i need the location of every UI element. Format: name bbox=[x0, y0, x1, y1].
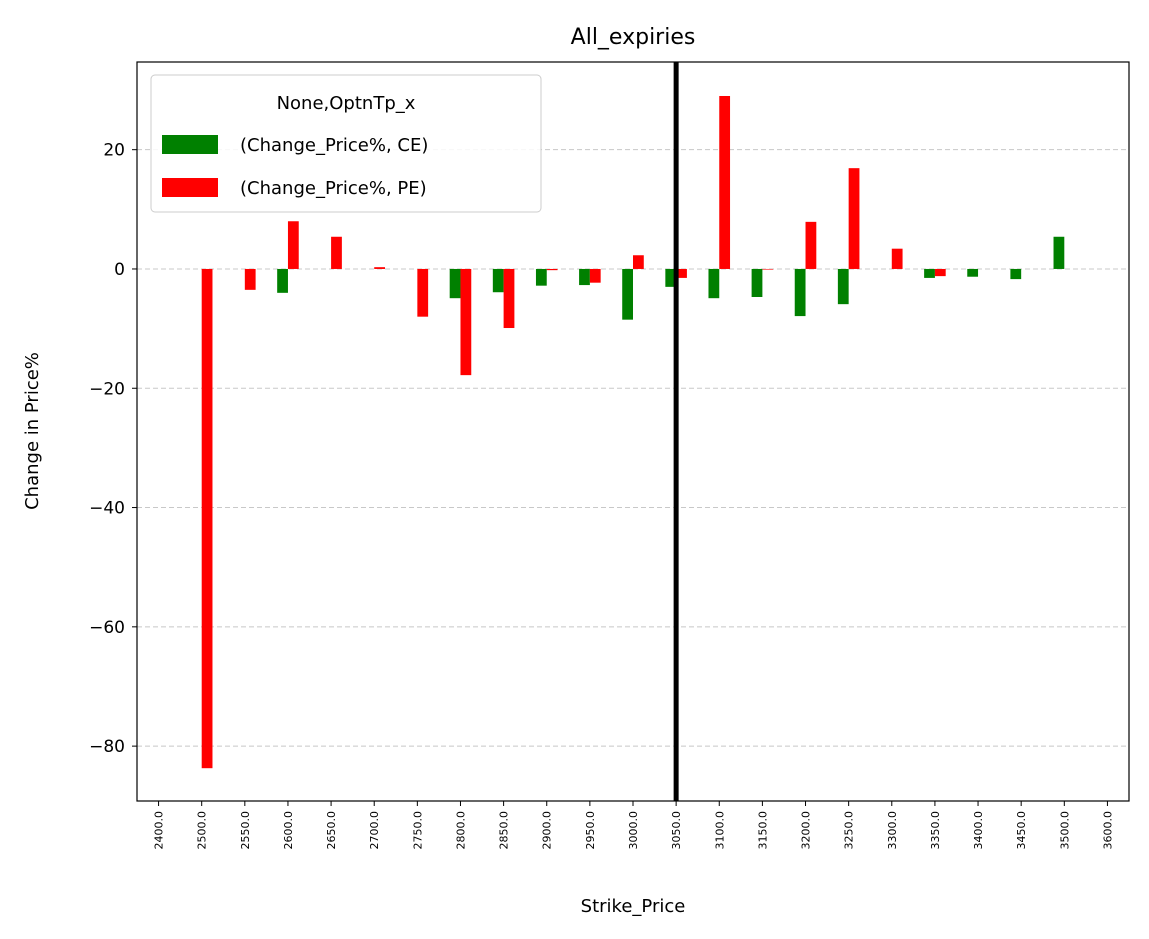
bar bbox=[579, 268, 590, 286]
bar bbox=[708, 268, 720, 299]
plot-frame bbox=[136, 61, 1130, 802]
y-tick-label: 0 bbox=[114, 260, 125, 280]
bar bbox=[924, 268, 935, 278]
x-tick-label: 2600.0 bbox=[282, 811, 295, 850]
bar bbox=[934, 268, 946, 277]
x-tick-label: 2850.0 bbox=[498, 811, 511, 850]
x-tick-label: 3000.0 bbox=[627, 811, 640, 850]
bar bbox=[794, 268, 806, 317]
bar bbox=[1053, 236, 1065, 269]
bar bbox=[374, 267, 385, 269]
x-tick-label: 2400.0 bbox=[153, 811, 166, 850]
legend-box bbox=[150, 74, 542, 213]
x-tick-label: 3150.0 bbox=[756, 811, 769, 850]
x-tick-label: 2950.0 bbox=[584, 811, 597, 850]
bar bbox=[201, 268, 213, 769]
x-tick-label: 3500.0 bbox=[1058, 811, 1071, 850]
x-axis-label: Strike_Price bbox=[581, 896, 686, 917]
bar bbox=[331, 236, 342, 269]
x-tick-label: 2650.0 bbox=[325, 811, 338, 850]
bar bbox=[633, 255, 644, 269]
x-tick-label: 3600.0 bbox=[1101, 811, 1114, 850]
x-tick-label: 2800.0 bbox=[454, 811, 467, 850]
chart-title: All_expiries bbox=[571, 25, 696, 50]
bar bbox=[837, 268, 849, 305]
y-tick-label: −40 bbox=[89, 499, 125, 519]
bar bbox=[449, 268, 461, 299]
bar bbox=[277, 268, 288, 293]
bar bbox=[492, 268, 504, 293]
legend-swatch bbox=[162, 178, 218, 197]
x-tick-label: 2750.0 bbox=[411, 811, 424, 850]
x-tick-label: 3050.0 bbox=[670, 811, 683, 850]
bar bbox=[676, 268, 687, 278]
bar bbox=[287, 221, 299, 269]
x-tick-label: 2700.0 bbox=[368, 811, 381, 850]
x-tick-label: 3350.0 bbox=[929, 811, 942, 850]
x-tick-label: 3450.0 bbox=[1015, 811, 1028, 850]
y-tick-label: 20 bbox=[103, 141, 125, 161]
bar bbox=[417, 268, 429, 317]
bar bbox=[460, 268, 472, 376]
bar bbox=[891, 248, 903, 269]
bar bbox=[535, 268, 547, 286]
legend: None,OptnTp_x (Change_Price%, CE) (Change_… bbox=[150, 74, 542, 213]
legend-label: (Change_Price%, PE) bbox=[240, 178, 427, 199]
y-tick-label: −60 bbox=[89, 618, 125, 638]
y-tick-label: −80 bbox=[89, 737, 125, 757]
bar bbox=[503, 268, 515, 329]
bar bbox=[589, 268, 601, 283]
bar bbox=[805, 221, 817, 269]
bar bbox=[967, 268, 979, 277]
x-tick-label: 2550.0 bbox=[239, 811, 252, 850]
x-tick-label: 2900.0 bbox=[541, 811, 554, 850]
bar bbox=[751, 268, 763, 298]
bar bbox=[622, 268, 633, 320]
legend-swatch bbox=[162, 135, 218, 154]
x-tick-label: 3200.0 bbox=[800, 811, 813, 850]
y-tick-label: −20 bbox=[89, 379, 125, 399]
x-tick-label: 3250.0 bbox=[843, 811, 856, 850]
bar bbox=[665, 268, 677, 287]
x-tick-label: 3400.0 bbox=[972, 811, 985, 850]
bar bbox=[719, 95, 731, 269]
y-axis-label: Change in Price% bbox=[22, 352, 43, 510]
bar bbox=[546, 268, 558, 271]
x-tick-label: 3100.0 bbox=[713, 811, 726, 850]
bar bbox=[848, 168, 860, 269]
x-tick-label: 3300.0 bbox=[886, 811, 899, 850]
bar bbox=[1010, 268, 1022, 280]
bar bbox=[244, 268, 256, 290]
legend-title: None,OptnTp_x bbox=[277, 93, 416, 114]
legend-label: (Change_Price%, CE) bbox=[240, 135, 428, 156]
x-tick-label: 2500.0 bbox=[196, 811, 209, 850]
bar bbox=[762, 268, 774, 270]
